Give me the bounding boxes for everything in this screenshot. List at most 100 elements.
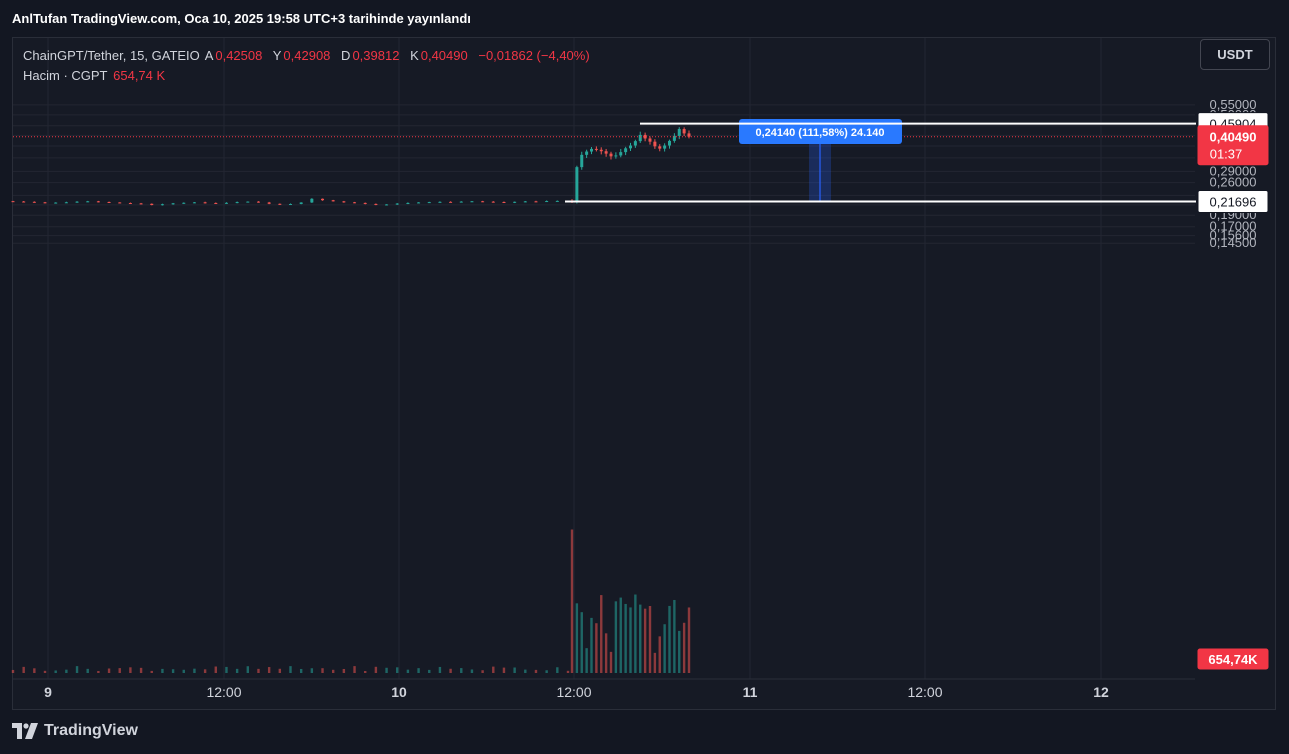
candle-body <box>555 200 559 202</box>
volume-bar <box>86 668 89 673</box>
volume-bar <box>161 668 164 673</box>
candle-body <box>604 151 608 154</box>
candle-body <box>171 203 175 205</box>
volume-bar <box>214 666 217 673</box>
candle-body <box>246 201 250 203</box>
candle-body <box>64 202 68 204</box>
tradingview-brand[interactable]: TradingView <box>44 722 138 739</box>
candle-body <box>96 201 100 203</box>
volume-bar <box>460 668 463 673</box>
price-tick-label: 0,26000 <box>1210 175 1257 190</box>
volume-bar <box>575 603 579 673</box>
volume-bar <box>643 608 647 673</box>
candle-body <box>491 201 495 203</box>
open-value: 0,42508 <box>215 48 263 63</box>
price-tick-label: 0,55000 <box>1210 97 1257 112</box>
volume-bar <box>668 605 671 673</box>
volume-bar <box>682 622 686 673</box>
volume-bar <box>33 668 36 673</box>
candle-body <box>629 145 632 149</box>
volume-bar <box>609 651 613 673</box>
volume-bar <box>449 668 452 673</box>
candle-body <box>395 203 399 205</box>
currency-button[interactable]: USDT <box>1200 39 1270 70</box>
candle-body <box>289 203 292 205</box>
volume-bar <box>566 670 570 673</box>
volume-label[interactable]: Hacim · CGPT <box>23 68 108 83</box>
candle-body <box>619 152 623 156</box>
volume-bar <box>678 630 681 673</box>
candle-body <box>470 201 474 203</box>
volume-bar <box>502 667 506 673</box>
volume-bar <box>513 667 516 673</box>
candle-body <box>256 201 260 203</box>
volume-bar <box>438 666 442 673</box>
volume-bar <box>150 670 153 673</box>
candle-body <box>107 201 111 203</box>
volume-bar <box>428 669 431 673</box>
volume-bar <box>545 670 548 673</box>
volume-bar <box>663 624 666 673</box>
candle-body <box>585 151 589 155</box>
candle-body <box>406 202 410 204</box>
volume-bar <box>619 597 622 673</box>
candle-body <box>54 202 58 204</box>
volume-bar <box>54 670 57 673</box>
close-label: K <box>410 48 419 63</box>
candle-body <box>590 148 593 152</box>
candle-body <box>449 201 453 203</box>
chart-panel <box>12 37 1276 710</box>
volume-bar <box>600 595 603 673</box>
candle-body <box>150 203 154 206</box>
candle-body <box>310 198 314 203</box>
candle-body <box>235 202 239 204</box>
volume-bar <box>139 667 143 673</box>
candle-body <box>633 141 637 146</box>
high-value: 0,42908 <box>283 48 331 63</box>
candle-body <box>427 202 431 204</box>
change-value: −0,01862 (−4,40%) <box>478 48 590 63</box>
volume-bar <box>257 668 260 673</box>
candle-body <box>224 202 228 204</box>
candle-body <box>32 201 36 203</box>
candle-body <box>575 167 579 202</box>
volume-bar <box>129 667 132 673</box>
volume-bar <box>374 666 378 673</box>
candle-body <box>663 145 667 149</box>
candle-body <box>385 204 389 206</box>
volume-bar <box>524 669 527 673</box>
volume-bar <box>653 652 657 673</box>
last-price-badge-label: 0,40490 <box>1210 130 1257 145</box>
candle-body <box>321 198 325 201</box>
candle-body <box>672 135 676 141</box>
volume-bar <box>624 603 627 673</box>
price-tick-label: 0,29000 <box>1210 163 1257 178</box>
high-label: Y <box>272 48 282 63</box>
low-value: 0,39812 <box>352 48 400 63</box>
volume-bar <box>417 668 420 673</box>
volume-bar <box>182 669 185 673</box>
volume-bar <box>604 633 608 673</box>
ohlc-row: ChainGPT/Tether, 15, GATEIO A 0,42508 Y 0,… <box>23 46 597 66</box>
volume-bar <box>364 670 367 673</box>
volume-bar <box>118 668 121 673</box>
volume-bar <box>246 666 250 673</box>
volume-badge <box>1197 648 1269 670</box>
last-price-badge <box>1197 125 1269 166</box>
time-tick-label: 12 <box>1093 684 1109 700</box>
volume-bar <box>171 669 175 673</box>
publish-attribution: AnlTufan TradingView.com, Oca 10, 2025 1… <box>12 11 471 26</box>
volume-bar <box>267 667 271 673</box>
volume-bar <box>97 670 100 673</box>
candle-body <box>214 202 218 204</box>
candle-body <box>299 202 303 204</box>
candle-body <box>648 138 652 142</box>
price-tick-label: 0,15600 <box>1210 228 1257 243</box>
volume-bar <box>65 669 68 673</box>
low-price-badge <box>1197 189 1269 213</box>
candle-body <box>687 133 691 137</box>
candle-body <box>580 154 584 168</box>
symbol-label[interactable]: ChainGPT/Tether, 15, GATEIO <box>23 48 200 63</box>
volume-bar <box>353 666 356 673</box>
